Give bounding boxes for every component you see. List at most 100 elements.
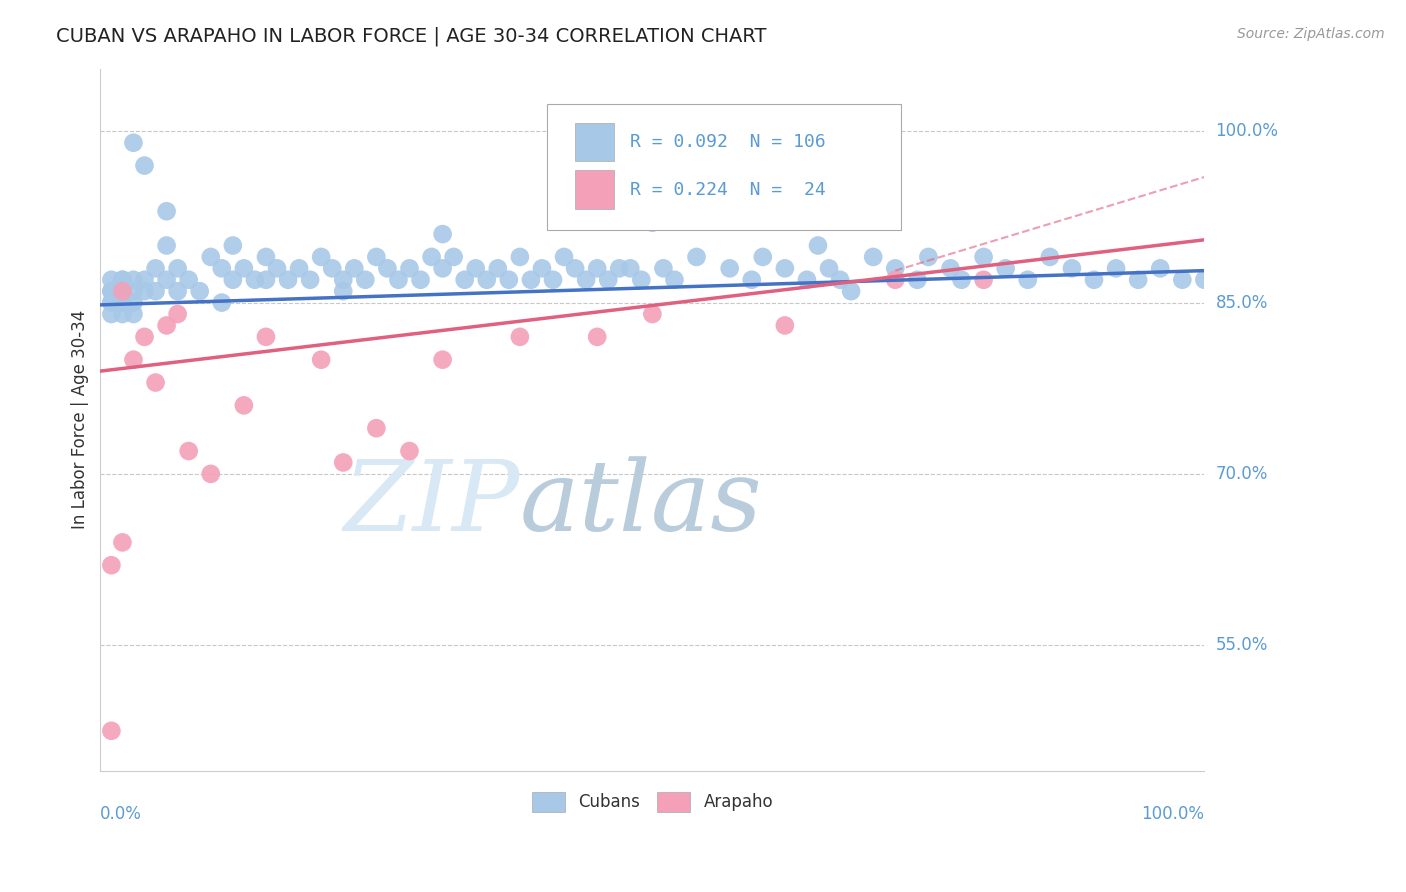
Point: [564, 261, 586, 276]
Point: [222, 238, 245, 252]
Point: [509, 330, 531, 344]
Point: [884, 273, 907, 287]
Point: [122, 352, 145, 367]
Point: [100, 723, 122, 738]
Point: [807, 238, 830, 252]
Point: [243, 273, 266, 287]
Point: [586, 261, 609, 276]
Point: [166, 284, 188, 298]
Point: [200, 467, 222, 481]
Point: [486, 261, 509, 276]
Point: [685, 250, 707, 264]
Point: [1105, 261, 1128, 276]
Point: [1017, 273, 1039, 287]
Bar: [575, 122, 614, 161]
Point: [155, 318, 177, 333]
Text: 0.0%: 0.0%: [100, 805, 142, 823]
Point: [652, 261, 675, 276]
Point: [475, 273, 498, 287]
Point: [332, 273, 354, 287]
Legend: Cubans, Arapaho: Cubans, Arapaho: [524, 785, 780, 819]
Point: [366, 250, 388, 264]
Text: R = 0.224  N =  24: R = 0.224 N = 24: [630, 181, 827, 199]
Point: [1060, 261, 1083, 276]
Point: [177, 444, 200, 458]
Point: [520, 273, 543, 287]
Point: [939, 261, 962, 276]
Point: [111, 295, 134, 310]
Point: [1083, 273, 1105, 287]
Point: [1149, 261, 1171, 276]
Point: [188, 284, 211, 298]
Point: [641, 216, 664, 230]
Point: [100, 295, 122, 310]
Point: [641, 307, 664, 321]
Point: [122, 136, 145, 150]
Point: [741, 273, 763, 287]
Point: [752, 250, 775, 264]
FancyBboxPatch shape: [547, 103, 901, 230]
Point: [155, 204, 177, 219]
Point: [166, 307, 188, 321]
Text: 70.0%: 70.0%: [1216, 465, 1268, 483]
Point: [232, 261, 254, 276]
Point: [553, 250, 575, 264]
Point: [905, 273, 928, 287]
Point: [155, 238, 177, 252]
Point: [111, 284, 134, 298]
Point: [100, 273, 122, 287]
Point: [111, 273, 134, 287]
Point: [607, 261, 630, 276]
Point: [332, 455, 354, 469]
Point: [994, 261, 1017, 276]
Point: [145, 376, 167, 390]
Text: CUBAN VS ARAPAHO IN LABOR FORCE | AGE 30-34 CORRELATION CHART: CUBAN VS ARAPAHO IN LABOR FORCE | AGE 30…: [56, 27, 766, 46]
Point: [277, 273, 299, 287]
Point: [232, 398, 254, 412]
Point: [299, 273, 322, 287]
Point: [420, 250, 443, 264]
Point: [818, 261, 841, 276]
Point: [122, 295, 145, 310]
Point: [773, 318, 796, 333]
Point: [100, 284, 122, 298]
Point: [222, 273, 245, 287]
Point: [211, 295, 233, 310]
Point: [122, 307, 145, 321]
Point: [166, 261, 188, 276]
Text: 100.0%: 100.0%: [1142, 805, 1205, 823]
Point: [211, 261, 233, 276]
Point: [309, 352, 332, 367]
Point: [100, 295, 122, 310]
Point: [111, 307, 134, 321]
Point: [387, 273, 409, 287]
Point: [145, 284, 167, 298]
Point: [321, 261, 343, 276]
Point: [309, 250, 332, 264]
Point: [541, 273, 564, 287]
Point: [288, 261, 311, 276]
Point: [432, 261, 454, 276]
Point: [111, 284, 134, 298]
Point: [884, 261, 907, 276]
Point: [254, 273, 277, 287]
Point: [377, 261, 399, 276]
Point: [354, 273, 377, 287]
Point: [796, 273, 818, 287]
Point: [366, 421, 388, 435]
Point: [1039, 250, 1062, 264]
Point: [839, 284, 862, 298]
Point: [575, 273, 598, 287]
Point: [111, 273, 134, 287]
Point: [464, 261, 486, 276]
Point: [718, 261, 741, 276]
Point: [1171, 273, 1194, 287]
Point: [177, 273, 200, 287]
Point: [111, 535, 134, 549]
Text: 100.0%: 100.0%: [1216, 122, 1278, 140]
Point: [122, 273, 145, 287]
Point: [155, 273, 177, 287]
Bar: [575, 170, 614, 209]
Text: 85.0%: 85.0%: [1216, 293, 1268, 311]
Point: [917, 250, 939, 264]
